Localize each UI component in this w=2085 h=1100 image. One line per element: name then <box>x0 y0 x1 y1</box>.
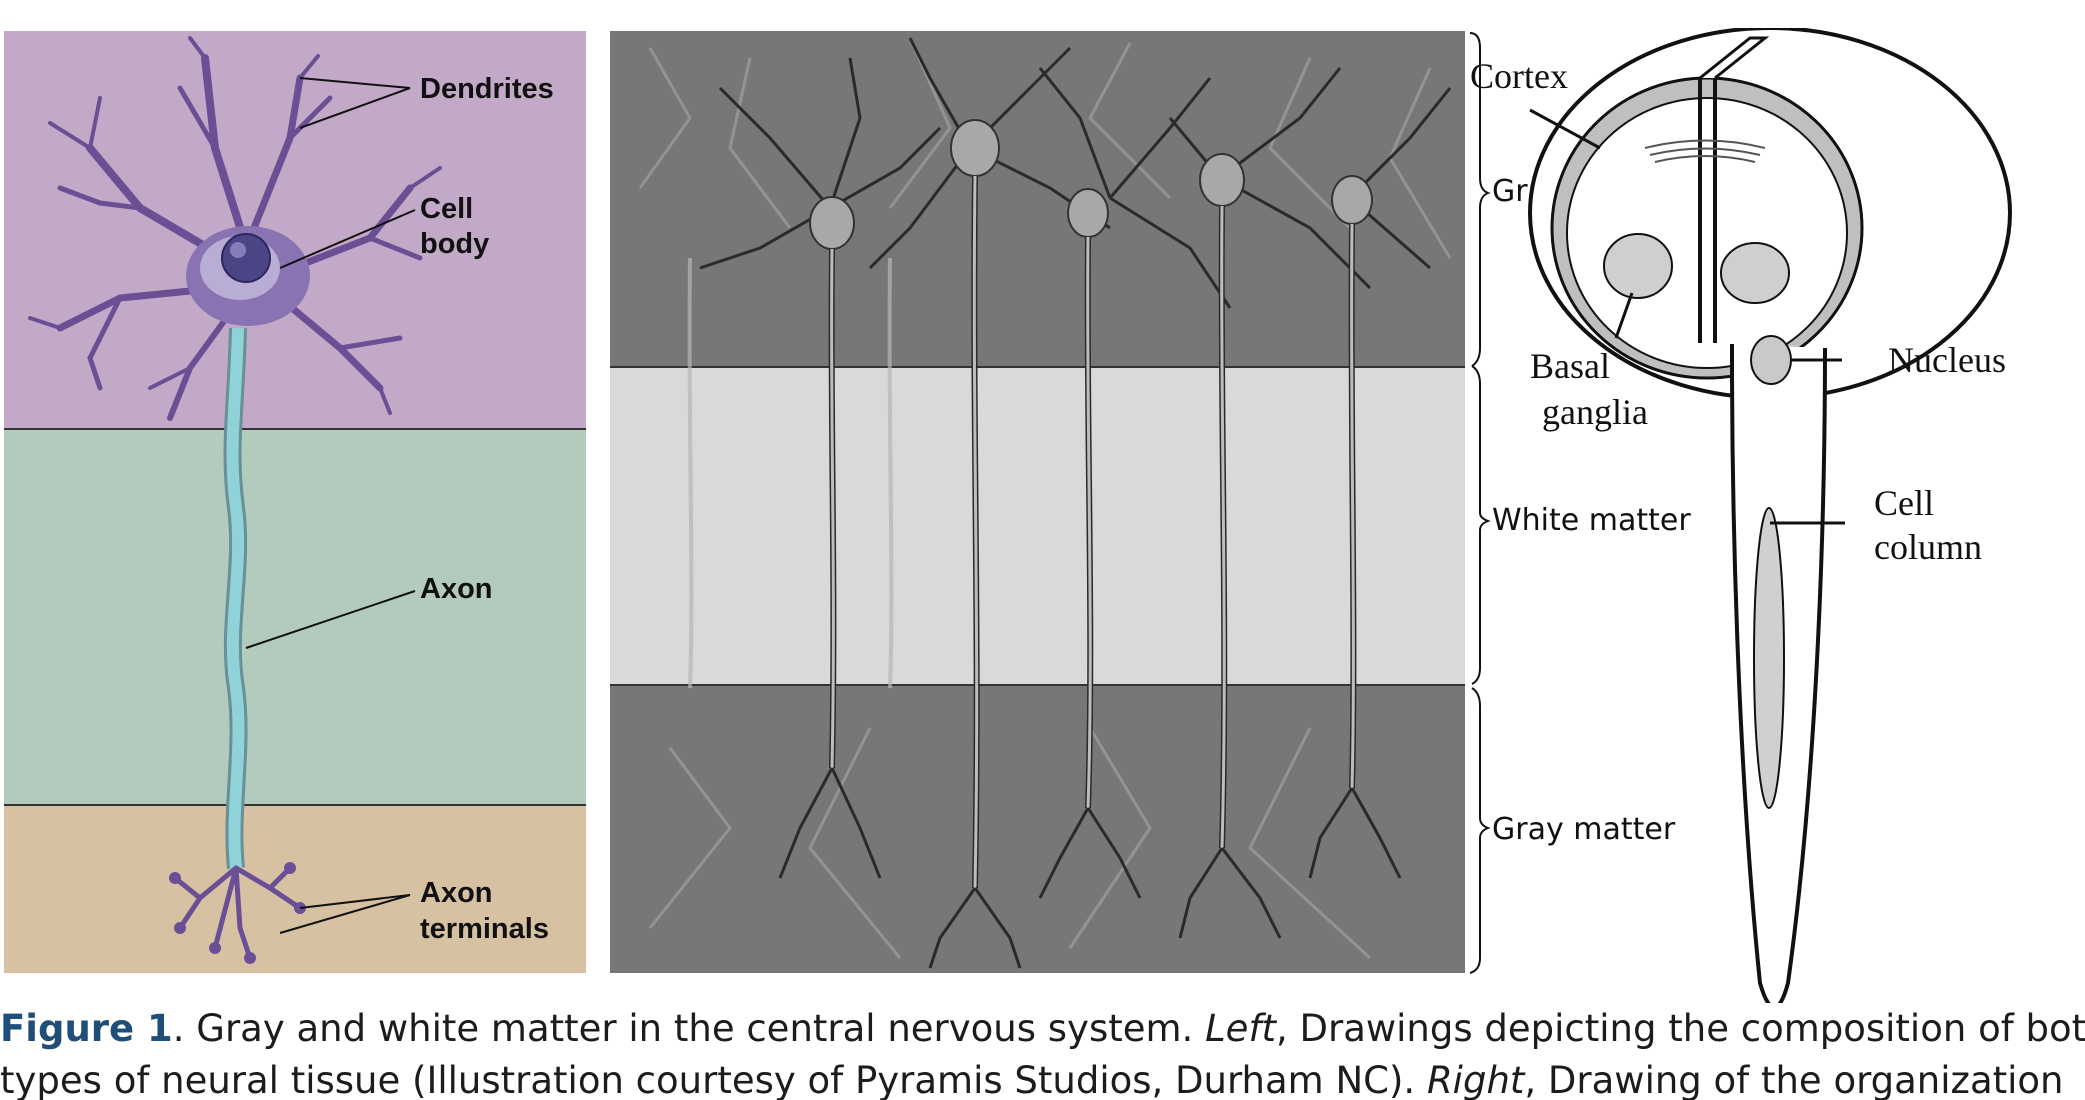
basal-ganglia-label-line1: Basal <box>1530 346 1610 386</box>
axon-terminals-label-line2: terminals <box>420 913 549 945</box>
caption-text: . Gray and white matter in the central n… <box>172 1007 1206 1050</box>
axon-region <box>4 429 586 805</box>
caption-left-emphasis: Left <box>1205 1007 1276 1050</box>
caption-text: , Drawings depicting the composition of … <box>1275 1007 2085 1050</box>
neuron-soma <box>809 196 855 250</box>
brain-white-matter <box>1566 97 1848 369</box>
basal-ganglia-right <box>1720 242 1790 304</box>
axon-terminals-drawing <box>172 865 303 961</box>
dendrites-label: Dendrites <box>420 73 554 105</box>
nucleus <box>1750 335 1792 385</box>
neuron-soma <box>1199 153 1245 207</box>
white-matter-label: White matter <box>1492 503 1691 538</box>
nucleus-label: Nucleus <box>1888 340 2006 380</box>
figure-caption: Figure 1. Gray and white matter in the c… <box>0 1003 2085 1100</box>
cell-column <box>1753 507 1785 809</box>
basal-ganglia-label-line2: ganglia <box>1542 392 1648 432</box>
cell-body-label-line1: Cell <box>420 193 473 225</box>
caption-line-2: types of neural tissue (Illustration cou… <box>0 1055 2085 1100</box>
caption-line-1: Figure 1. Gray and white matter in the c… <box>0 1003 2085 1055</box>
neuron-soma <box>1331 175 1373 225</box>
dendrites-drawing <box>28 36 442 421</box>
layer-brackets <box>1470 32 1491 974</box>
cortex-label: Cortex <box>1470 56 1568 96</box>
neuron-illustration: Dendrites Cell body Axon Axon terminals <box>4 31 586 973</box>
neuron-soma <box>950 119 1000 177</box>
cell-nucleus <box>221 233 271 283</box>
basal-ganglia-left <box>1603 233 1673 299</box>
terminal-region <box>4 805 586 973</box>
axon-terminals-label-line1: Axon <box>420 877 493 909</box>
cell-column-label-line2: column <box>1874 527 1982 567</box>
neuron-soma <box>1067 188 1109 238</box>
caption-text: types of neural tissue (Illustration cou… <box>0 1059 1427 1100</box>
figure-number: Figure 1 <box>0 1007 173 1050</box>
gray-matter-bottom-layer <box>610 685 1465 973</box>
caption-right-emphasis: Right <box>1426 1059 1525 1100</box>
caption-text: , Drawing of the organization <box>1524 1059 2064 1100</box>
cns-organization-diagram: Cortex Gray matter White matter Gray mat… <box>1470 28 2012 1003</box>
cell-body-label-line2: body <box>420 228 489 260</box>
tissue-layers-illustration <box>610 31 1465 973</box>
axon-label: Axon <box>420 573 493 605</box>
white-matter-layer <box>610 367 1465 685</box>
gray-matter-bottom-label: Gray matter <box>1492 812 1676 847</box>
cell-column-label-line1: Cell <box>1874 483 1934 523</box>
